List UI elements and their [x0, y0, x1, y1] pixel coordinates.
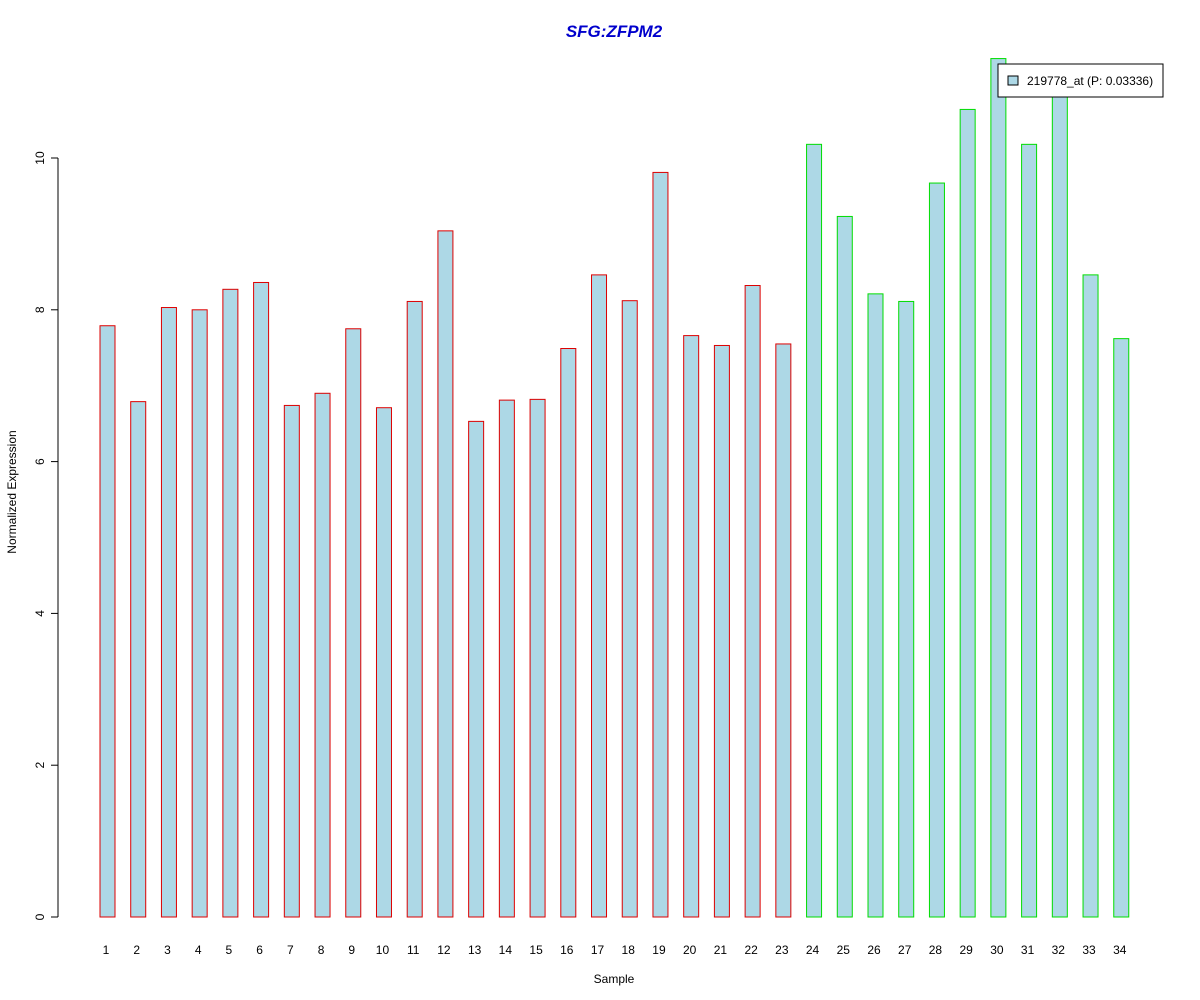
y-axis-label: Normalized Expression	[5, 430, 19, 553]
x-tick-label: 1	[103, 943, 110, 957]
bar-20	[683, 335, 700, 918]
bar-26	[867, 293, 884, 918]
legend-swatch	[1007, 75, 1019, 86]
bar-3	[160, 307, 177, 918]
x-tick-label: 24	[806, 943, 820, 957]
bars	[99, 58, 1130, 918]
bar-29	[959, 108, 976, 918]
x-tick-label: 11	[407, 943, 420, 957]
x-tick-label: 33	[1082, 943, 1096, 957]
bar-25	[836, 215, 853, 918]
bar-13	[468, 420, 485, 918]
bar-30	[990, 58, 1007, 918]
bar-4	[191, 309, 208, 918]
legend-box	[997, 63, 1164, 98]
bar-8	[314, 392, 331, 918]
x-tick-label: 4	[195, 943, 202, 957]
bar-10	[375, 407, 392, 918]
bar-27	[898, 300, 915, 918]
bar-24	[806, 143, 823, 918]
x-tick-label: 3	[164, 943, 171, 957]
y-tick-label: 8	[33, 306, 47, 313]
legend: 219778_at (P: 0.03336)	[997, 63, 1164, 98]
x-tick-label: 28	[929, 943, 943, 957]
x-tick-label: 9	[348, 943, 355, 957]
bar-16	[560, 348, 577, 918]
x-tick-label: 22	[744, 943, 758, 957]
bar-9	[345, 328, 362, 918]
x-tick-label: 23	[775, 943, 789, 957]
bar-32	[1051, 90, 1068, 918]
y-tick-label: 10	[33, 151, 47, 165]
bar-21	[713, 344, 730, 918]
x-tick-label: 26	[867, 943, 881, 957]
y-tick-label: 4	[33, 610, 47, 617]
x-tick-label: 32	[1052, 943, 1066, 957]
x-tick-label: 21	[714, 943, 728, 957]
x-tick-label: 19	[652, 943, 666, 957]
x-tick-label: 25	[837, 943, 851, 957]
bar-1	[99, 325, 116, 918]
y-tick-label: 2	[33, 762, 47, 769]
x-axis-label: Sample	[594, 972, 635, 986]
x-tick-label: 17	[591, 943, 605, 957]
bar-2	[130, 401, 147, 918]
x-tick-label: 20	[683, 943, 697, 957]
x-tick-label: 18	[622, 943, 636, 957]
x-tick-label: 10	[376, 943, 390, 957]
x-tick-label: 16	[560, 943, 574, 957]
x-tick-label: 14	[499, 943, 513, 957]
x-tick-label: 27	[898, 943, 912, 957]
y-tick-label: 6	[33, 458, 47, 465]
x-tick-label: 13	[468, 943, 482, 957]
bar-34	[1113, 338, 1130, 918]
bar-15	[529, 398, 546, 918]
x-tick-label: 5	[226, 943, 233, 957]
bar-11	[406, 300, 423, 918]
x-tick-label: 12	[437, 943, 451, 957]
bar-31	[1021, 143, 1038, 918]
bar-5	[222, 288, 239, 918]
chart-title: SFG:ZFPM2	[566, 22, 663, 41]
x-tick-labels: 1 2 3 4 5 6 7 8 9 10 11 12 13 14 15 16 17 18 19 20 21 22 23 24 2…	[103, 943, 1127, 957]
x-tick-label: 34	[1113, 943, 1127, 957]
x-tick-label: 30	[990, 943, 1004, 957]
bar-17	[591, 274, 608, 918]
x-tick-label: 8	[318, 943, 325, 957]
x-tick-label: 2	[133, 943, 140, 957]
bar-22	[744, 285, 761, 918]
bar-28	[928, 182, 945, 918]
x-tick-label: 31	[1021, 943, 1035, 957]
y-tick-label: 0	[33, 913, 47, 920]
bar-6	[253, 281, 270, 918]
x-tick-label: 7	[287, 943, 294, 957]
bar-18	[621, 300, 638, 918]
legend-label: 219778_at (P: 0.03336)	[1027, 74, 1153, 88]
x-tick-label: 6	[256, 943, 263, 957]
bar-33	[1082, 274, 1099, 918]
x-tick-label: 29	[959, 943, 973, 957]
bar-12	[437, 230, 454, 918]
bar-14	[498, 399, 515, 918]
y-axis: 0 2 4 6 8 10	[33, 151, 59, 920]
bar-7	[283, 404, 300, 918]
bar-23	[775, 343, 792, 918]
bar-19	[652, 171, 669, 918]
x-tick-label: 15	[529, 943, 543, 957]
